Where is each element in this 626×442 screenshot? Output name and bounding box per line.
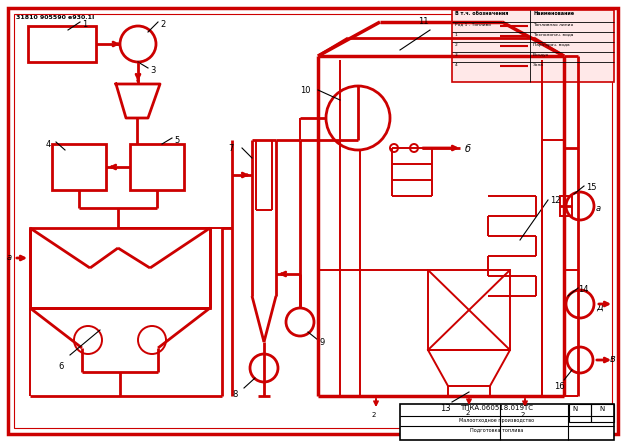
- Text: 15: 15: [586, 183, 597, 192]
- Text: 14: 14: [578, 285, 588, 294]
- Bar: [591, 404, 614, 422]
- Text: N: N: [599, 406, 605, 412]
- Text: N: N: [572, 406, 578, 412]
- Text: 8: 8: [232, 390, 237, 399]
- Text: а: а: [596, 204, 601, 213]
- Text: 2: 2: [372, 412, 376, 418]
- Text: 1: 1: [82, 20, 87, 29]
- Text: 7: 7: [228, 144, 233, 153]
- Text: 12: 12: [550, 196, 560, 205]
- Bar: [130, 144, 184, 190]
- Text: Подготовка топлива: Подготовка топлива: [470, 427, 524, 432]
- Bar: [400, 404, 614, 440]
- Text: Воздух: Воздух: [533, 53, 549, 57]
- Text: в: в: [610, 354, 616, 364]
- Text: 16: 16: [554, 382, 565, 391]
- Text: д: д: [596, 302, 603, 312]
- Text: 2: 2: [466, 410, 470, 416]
- Text: 4: 4: [455, 63, 458, 67]
- Text: Ряд 1 - Топливо: Ряд 1 - Топливо: [455, 23, 491, 27]
- Text: б: б: [465, 144, 471, 154]
- Bar: [569, 404, 591, 422]
- Text: 1: 1: [455, 33, 458, 37]
- Bar: [30, 228, 210, 308]
- Text: а: а: [7, 252, 12, 262]
- Text: 10: 10: [300, 86, 310, 95]
- Text: Пар/горяч. вода: Пар/горяч. вода: [533, 43, 570, 47]
- Bar: [28, 26, 96, 62]
- Text: 5: 5: [174, 136, 179, 145]
- Text: 9: 9: [320, 338, 326, 347]
- Text: 11: 11: [418, 17, 429, 26]
- Text: 2: 2: [455, 43, 458, 47]
- Text: Топливная линия: Топливная линия: [533, 23, 573, 27]
- Text: В т.ч. обозначения: В т.ч. обозначения: [455, 11, 508, 16]
- Text: 31810 905590 е930.1I: 31810 905590 е930.1I: [16, 15, 95, 20]
- Text: 3: 3: [150, 66, 155, 75]
- Text: Наименование: Наименование: [533, 11, 574, 16]
- Bar: [52, 144, 106, 190]
- Text: ТПКА.060518.019ТС: ТПКА.060518.019ТС: [461, 405, 533, 411]
- Text: 6: 6: [58, 362, 63, 371]
- Text: Малоотходное производство: Малоотходное производство: [459, 418, 535, 423]
- Text: 2: 2: [160, 20, 165, 29]
- Text: Зола: Зола: [533, 63, 544, 67]
- Text: 2: 2: [521, 412, 525, 418]
- Bar: [428, 270, 510, 350]
- Text: 4: 4: [46, 140, 51, 149]
- Text: 13: 13: [440, 404, 451, 413]
- Bar: [452, 10, 614, 82]
- Bar: [560, 196, 572, 216]
- Text: 3: 3: [455, 53, 458, 57]
- Text: Технологич. вода: Технологич. вода: [533, 33, 573, 37]
